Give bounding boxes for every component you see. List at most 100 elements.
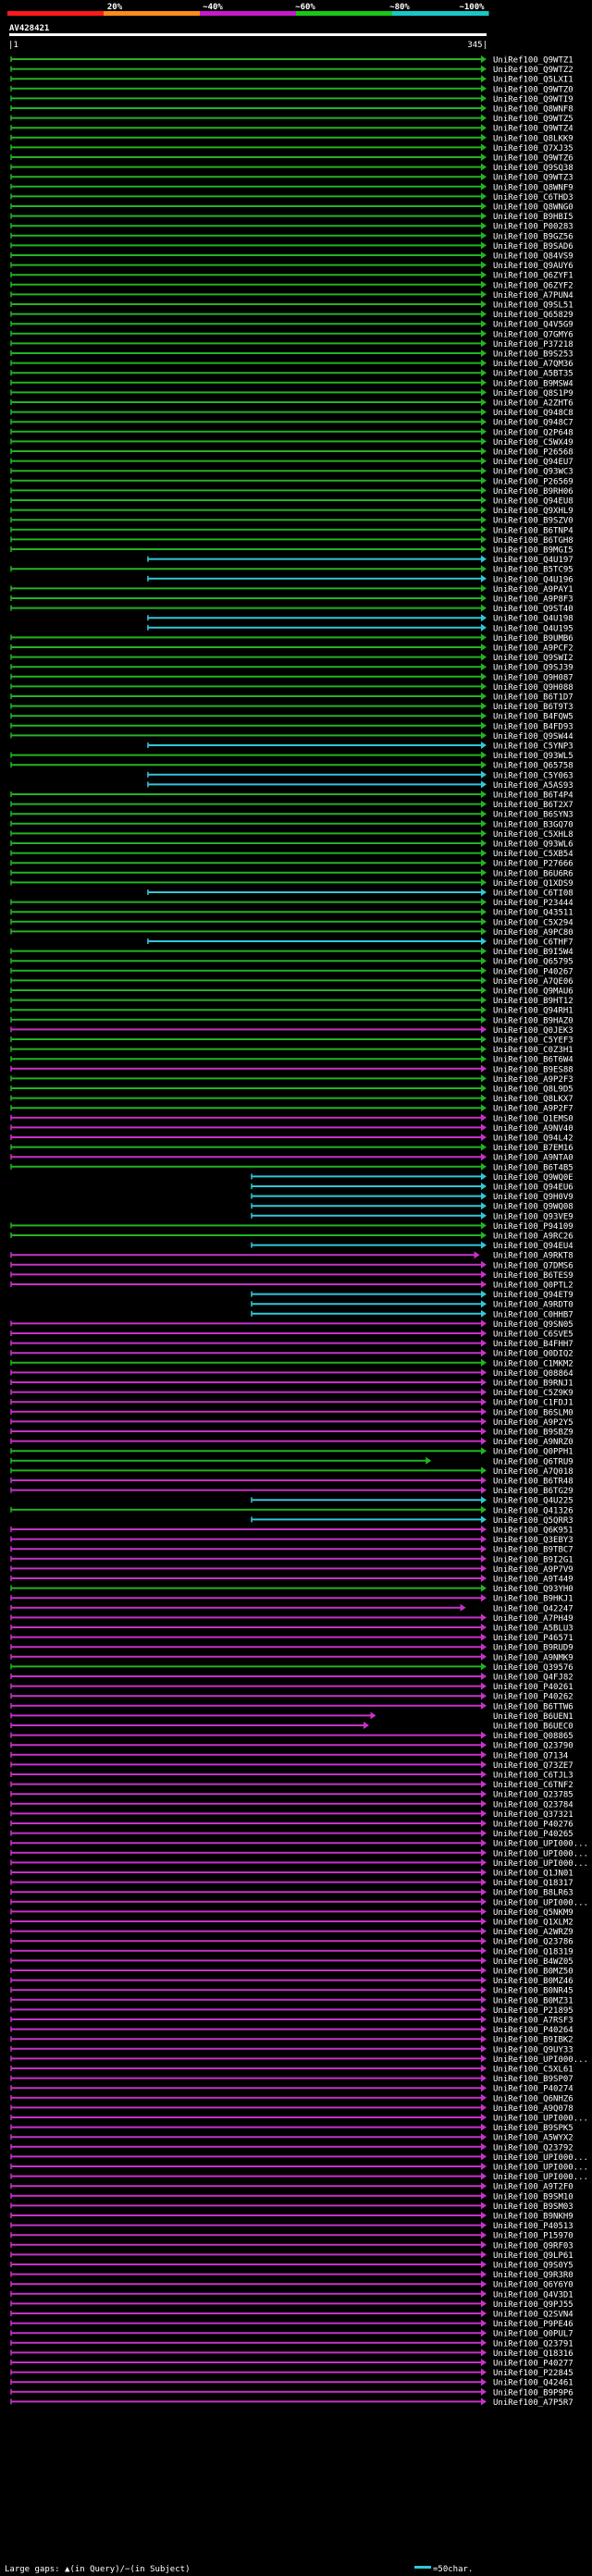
hit-label[interactable]: UniRef100_Q9H087 [493, 673, 574, 682]
hit-label[interactable]: UniRef100_A2WRZ9 [493, 1928, 574, 1937]
hit-label[interactable]: UniRef100_B9P9P6 [493, 2388, 574, 2398]
hit-label[interactable]: UniRef100_Q9WTZ4 [493, 125, 574, 134]
hit-label[interactable]: UniRef100_B6T4P4 [493, 791, 574, 801]
hit-label[interactable]: UniRef100_Q42461 [493, 2379, 574, 2388]
hit-label[interactable]: UniRef100_Q9SW44 [493, 732, 574, 742]
hit-label[interactable]: UniRef100_Q9WQ0E [493, 1173, 574, 1183]
hit-label[interactable]: UniRef100_B3GQ70 [493, 820, 574, 829]
hit-label[interactable]: UniRef100_UPI000... [493, 1849, 588, 1858]
hit-label[interactable]: UniRef100_Q4U197 [493, 556, 574, 565]
hit-label[interactable]: UniRef100_B0MZ46 [493, 1977, 574, 1986]
hit-label[interactable]: UniRef100_Q1EMS0 [493, 1114, 574, 1123]
hit-label[interactable]: UniRef100_B6U6R6 [493, 869, 574, 878]
hit-label[interactable]: UniRef100_Q9SL51 [493, 301, 574, 311]
hit-label[interactable]: UniRef100_B9HT12 [493, 997, 574, 1006]
hit-label[interactable]: UniRef100_B9SBZ9 [493, 1429, 574, 1438]
hit-label[interactable]: UniRef100_B9RUD9 [493, 1644, 574, 1653]
hit-label[interactable]: UniRef100_Q9MAU6 [493, 987, 574, 997]
hit-label[interactable]: UniRef100_P22845 [493, 2369, 574, 2378]
hit-label[interactable]: UniRef100_B6TR48 [493, 1478, 574, 1487]
hit-label[interactable]: UniRef100_Q9SJ39 [493, 664, 574, 673]
hit-label[interactable]: UniRef100_C5Z9K9 [493, 1389, 574, 1398]
hit-label[interactable]: UniRef100_B4FQW5 [493, 713, 574, 722]
hit-label[interactable]: UniRef100_UPI000... [493, 2173, 588, 2182]
hit-label[interactable]: UniRef100_B9I2G1 [493, 1555, 574, 1564]
hit-label[interactable]: UniRef100_Q9WTI9 [493, 95, 574, 104]
hit-label[interactable]: UniRef100_Q7XJ35 [493, 144, 574, 153]
hit-label[interactable]: UniRef100_Q0PTL2 [493, 1282, 574, 1291]
hit-label[interactable]: UniRef100_B6TGH8 [493, 536, 574, 546]
hit-label[interactable]: UniRef100_B9SAD6 [493, 242, 574, 251]
hit-label[interactable]: UniRef100_Q8LKK9 [493, 134, 574, 143]
hit-label[interactable]: UniRef100_B6TNP4 [493, 526, 574, 535]
hit-label[interactable]: UniRef100_A9PCF2 [493, 644, 574, 654]
hit-label[interactable]: UniRef100_A9T2F0 [493, 2183, 574, 2192]
hit-label[interactable]: UniRef100_UPI000... [493, 2153, 588, 2163]
hit-label[interactable]: UniRef100_Q9RF03 [493, 2241, 574, 2251]
hit-label[interactable]: UniRef100_Q18317 [493, 1879, 574, 1888]
hit-label[interactable]: UniRef100_B6T6W4 [493, 1056, 574, 1065]
hit-label[interactable]: UniRef100_Q65795 [493, 958, 574, 967]
hit-label[interactable]: UniRef100_A9NMK9 [493, 1653, 574, 1662]
hit-label[interactable]: UniRef100_C1FDJ1 [493, 1399, 574, 1408]
hit-label[interactable]: UniRef100_UPI000... [493, 1840, 588, 1849]
hit-label[interactable]: UniRef100_Q23786 [493, 1938, 574, 1947]
hit-label[interactable]: UniRef100_Q4U195 [493, 624, 574, 633]
hit-label[interactable]: UniRef100_UPI000... [493, 2164, 588, 2173]
hit-label[interactable]: UniRef100_P40267 [493, 967, 574, 976]
hit-label[interactable]: UniRef100_Q23792 [493, 2143, 574, 2153]
hit-label[interactable]: UniRef100_B7EM16 [493, 1144, 574, 1153]
hit-label[interactable]: UniRef100_C0HHB7 [493, 1310, 574, 1319]
hit-label[interactable]: UniRef100_Q4U225 [493, 1497, 574, 1506]
hit-label[interactable]: UniRef100_Q94L42 [493, 1135, 574, 1144]
hit-label[interactable]: UniRef100_Q43511 [493, 909, 574, 918]
hit-label[interactable]: UniRef100_Q94EU7 [493, 458, 574, 467]
hit-label[interactable]: UniRef100_Q9XHL9 [493, 507, 574, 516]
hit-label[interactable]: UniRef100_C5YNP3 [493, 742, 574, 752]
hit-label[interactable]: UniRef100_Q4U196 [493, 575, 574, 584]
hit-label[interactable]: UniRef100_Q8LKX7 [493, 1095, 574, 1104]
hit-label[interactable]: UniRef100_Q1JN01 [493, 1870, 574, 1879]
hit-label[interactable]: UniRef100_Q9PJ55 [493, 2300, 574, 2310]
hit-label[interactable]: UniRef100_Q9LP61 [493, 2251, 574, 2261]
hit-label[interactable]: UniRef100_B4WZ05 [493, 1957, 574, 1967]
hit-label[interactable]: UniRef100_C5XL61 [493, 2066, 574, 2075]
hit-label[interactable]: UniRef100_A9PC80 [493, 928, 574, 938]
hit-label[interactable]: UniRef100_Q9S0Y5 [493, 2262, 574, 2271]
hit-label[interactable]: UniRef100_Q9R3R0 [493, 2271, 574, 2280]
hit-label[interactable]: UniRef100_Q23785 [493, 1791, 574, 1800]
hit-label[interactable]: UniRef100_B9SM10 [493, 2192, 574, 2202]
hit-label[interactable]: UniRef100_A5AS93 [493, 781, 574, 791]
hit-label[interactable]: UniRef100_A9PAY1 [493, 585, 574, 595]
hit-label[interactable]: UniRef100_A5WYX2 [493, 2134, 574, 2143]
hit-label[interactable]: UniRef100_Q93WL6 [493, 840, 574, 850]
hit-label[interactable]: UniRef100_Q9ST40 [493, 605, 574, 614]
hit-label[interactable]: UniRef100_C5WX49 [493, 438, 574, 448]
hit-label[interactable]: UniRef100_Q94EU8 [493, 497, 574, 507]
hit-label[interactable]: UniRef100_Q0PPH1 [493, 1448, 574, 1457]
hit-label[interactable]: UniRef100_A7Q018 [493, 1467, 574, 1477]
hit-label[interactable]: UniRef100_Q94RH1 [493, 1007, 574, 1016]
hit-label[interactable]: UniRef100_Q6Y6Y0 [493, 2281, 574, 2290]
hit-label[interactable]: UniRef100_C6SVE5 [493, 1331, 574, 1340]
hit-label[interactable]: UniRef100_A9P7V9 [493, 1565, 574, 1575]
hit-label[interactable]: UniRef100_Q9SWI2 [493, 654, 574, 663]
hit-label[interactable]: UniRef100_Q7DMS6 [493, 1261, 574, 1270]
hit-label[interactable]: UniRef100_Q5LXI1 [493, 76, 574, 85]
hit-label[interactable]: UniRef100_C6THD3 [493, 193, 574, 202]
hit-label[interactable]: UniRef100_Q73ZE7 [493, 1761, 574, 1771]
hit-label[interactable]: UniRef100_Q8WNF9 [493, 183, 574, 192]
hit-label[interactable]: UniRef100_B6T1D7 [493, 693, 574, 703]
hit-label[interactable]: UniRef100_B9UMB6 [493, 634, 574, 644]
hit-label[interactable]: UniRef100_A7QE06 [493, 977, 574, 987]
hit-label[interactable]: UniRef100_B9HKJ1 [493, 1595, 574, 1604]
hit-label[interactable]: UniRef100_A9P2F3 [493, 1075, 574, 1085]
hit-label[interactable]: UniRef100_Q94ET9 [493, 1291, 574, 1300]
hit-label[interactable]: UniRef100_Q8WNG0 [493, 203, 574, 213]
hit-label[interactable]: UniRef100_UPI000... [493, 2055, 588, 2065]
hit-label[interactable]: UniRef100_Q94EU4 [493, 1242, 574, 1251]
hit-label[interactable]: UniRef100_P26569 [493, 477, 574, 486]
hit-label[interactable]: UniRef100_Q6ZYF1 [493, 272, 574, 281]
hit-label[interactable]: UniRef100_Q23784 [493, 1800, 574, 1809]
hit-label[interactable]: UniRef100_Q3EBY3 [493, 1536, 574, 1545]
